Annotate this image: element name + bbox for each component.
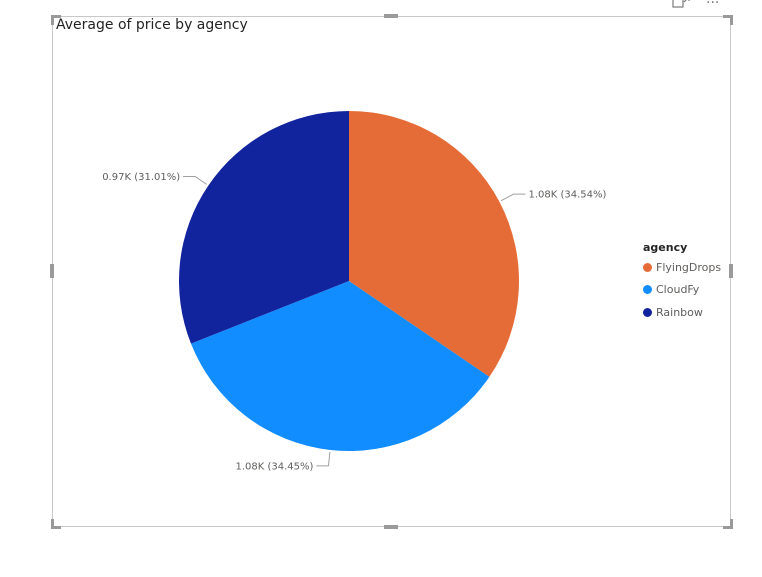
- legend-label: FlyingDrops: [656, 260, 722, 274]
- resize-handle-top-right-v[interactable]: [730, 15, 733, 25]
- legend: agency FlyingDrops CloudFy Rainbow: [643, 240, 758, 324]
- chart-title: Average of price by agency: [56, 17, 248, 33]
- legend-label: CloudFy: [656, 283, 700, 297]
- resize-handle-top-left-v[interactable]: [51, 15, 54, 25]
- resize-handle-top-right[interactable]: [723, 15, 733, 18]
- resize-handle-bottom-left[interactable]: [51, 526, 61, 529]
- legend-item-cloudfy[interactable]: CloudFy: [643, 279, 758, 302]
- focus-mode-icon[interactable]: [672, 0, 690, 11]
- resize-handle-bottom-right-v[interactable]: [730, 519, 733, 529]
- legend-marker: [643, 307, 652, 317]
- leader-line-rainbow: [183, 176, 207, 185]
- data-label-flyingdrops: 1.08K (34.54%): [528, 190, 606, 201]
- resize-handle-bottom-right[interactable]: [723, 526, 733, 529]
- resize-handle-left[interactable]: [50, 264, 54, 278]
- resize-handle-top[interactable]: [384, 14, 398, 18]
- legend-label: Rainbow: [656, 305, 703, 319]
- resize-handle-bottom-left-v[interactable]: [51, 519, 54, 529]
- more-options-icon[interactable]: ···: [706, 0, 720, 11]
- legend-item-rainbow[interactable]: Rainbow: [643, 301, 758, 324]
- legend-title: agency: [643, 241, 688, 254]
- legend-item-flyingdrops[interactable]: FlyingDrops: [643, 256, 758, 279]
- pie-slice-flyingdrops[interactable]: [349, 111, 519, 377]
- visual-header: ···: [672, 0, 732, 12]
- pie-slice-rainbow[interactable]: [179, 111, 349, 344]
- resize-handle-right[interactable]: [729, 264, 733, 278]
- data-label-cloudfy: 1.08K (34.45%): [235, 461, 313, 472]
- legend-marker: [643, 262, 652, 272]
- resize-handle-bottom[interactable]: [384, 525, 398, 529]
- pie-slice-cloudfy[interactable]: [190, 281, 490, 451]
- legend-marker: [643, 285, 652, 295]
- leader-line-cloudfy: [316, 451, 331, 467]
- resize-handle-top-left[interactable]: [51, 15, 61, 18]
- data-label-rainbow: 0.97K (31.01%): [102, 172, 180, 183]
- leader-line-flyingdrops: [500, 193, 526, 202]
